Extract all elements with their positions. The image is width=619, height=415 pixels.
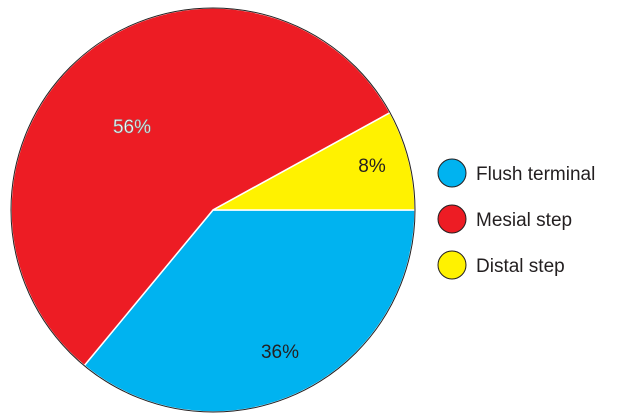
slices-layer	[10, 7, 416, 413]
slice-labels-layer: 36% 56% 8%	[113, 117, 386, 363]
legend: Flush terminal Mesial step Distal step	[437, 158, 595, 280]
legend-swatch	[437, 250, 467, 280]
slice-label-distal-step: 8%	[358, 156, 386, 177]
legend-item-mesial-step: Mesial step	[437, 204, 572, 234]
legend-item-flush-terminal: Flush terminal	[437, 158, 595, 188]
legend-label: Flush terminal	[476, 164, 595, 185]
legend-label: Mesial step	[476, 210, 572, 231]
legend-swatch	[437, 204, 467, 234]
legend-label: Distal step	[476, 256, 565, 277]
legend-item-distal-step: Distal step	[437, 250, 565, 280]
slice-label-mesial-step: 56%	[113, 117, 151, 138]
slice-label-flush-terminal: 36%	[261, 342, 299, 363]
pie-outline	[10, 7, 416, 413]
legend-swatch	[437, 158, 467, 188]
